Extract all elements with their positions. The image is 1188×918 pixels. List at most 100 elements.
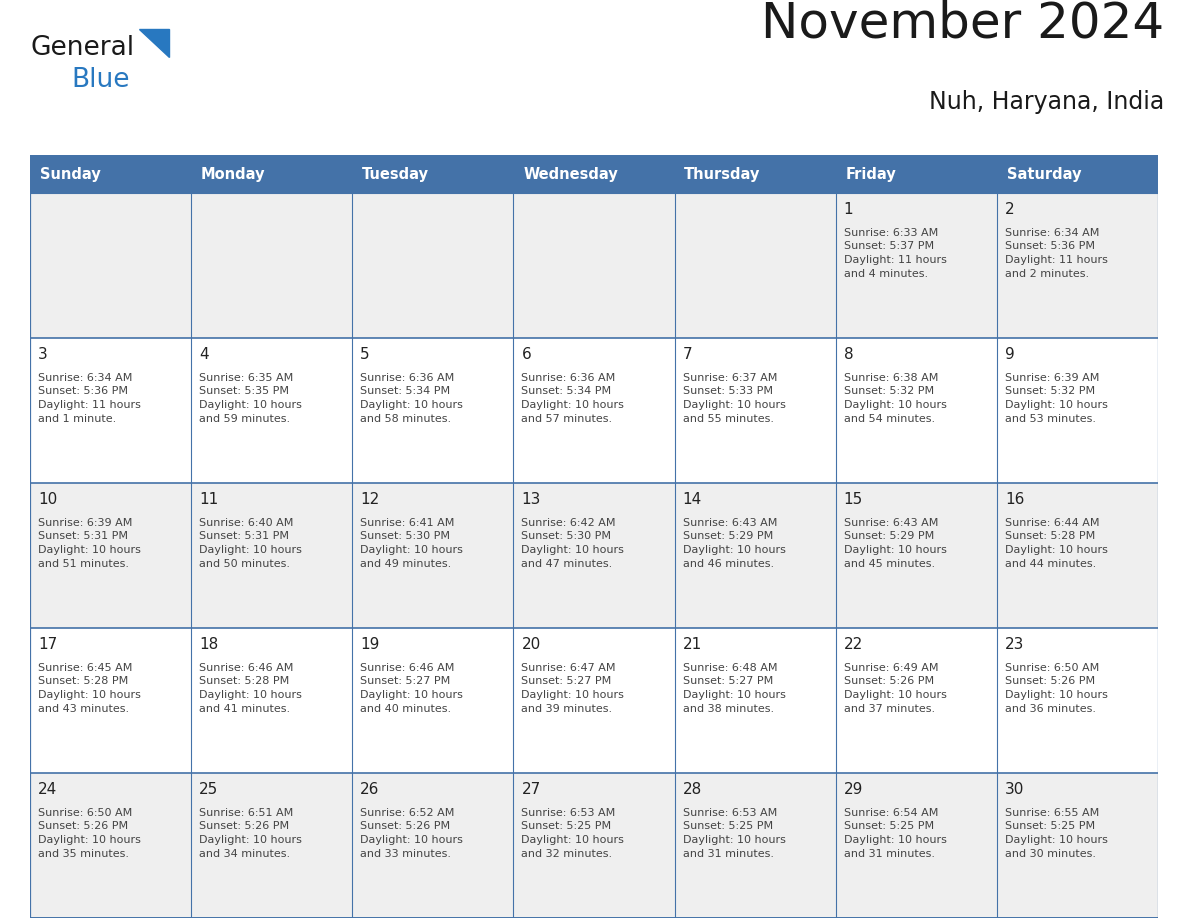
Text: Sunrise: 6:37 AM
Sunset: 5:33 PM
Daylight: 10 hours
and 55 minutes.: Sunrise: 6:37 AM Sunset: 5:33 PM Dayligh… (683, 373, 785, 423)
Bar (997, 773, 1158, 918)
Text: 3: 3 (38, 347, 48, 362)
Text: Sunrise: 6:54 AM
Sunset: 5:25 PM
Daylight: 10 hours
and 31 minutes.: Sunrise: 6:54 AM Sunset: 5:25 PM Dayligh… (843, 808, 947, 858)
Text: Wednesday: Wednesday (523, 166, 618, 182)
Text: 1: 1 (843, 202, 853, 217)
Bar (513, 155, 675, 193)
Bar (191, 773, 353, 918)
Text: Sunrise: 6:35 AM
Sunset: 5:35 PM
Daylight: 10 hours
and 59 minutes.: Sunrise: 6:35 AM Sunset: 5:35 PM Dayligh… (200, 373, 302, 423)
Text: 20: 20 (522, 637, 541, 652)
Text: 26: 26 (360, 782, 380, 797)
Text: Nuh, Haryana, India: Nuh, Haryana, India (929, 90, 1164, 114)
Text: Sunrise: 6:34 AM
Sunset: 5:36 PM
Daylight: 11 hours
and 1 minute.: Sunrise: 6:34 AM Sunset: 5:36 PM Dayligh… (38, 373, 141, 423)
Text: Sunrise: 6:50 AM
Sunset: 5:26 PM
Daylight: 10 hours
and 35 minutes.: Sunrise: 6:50 AM Sunset: 5:26 PM Dayligh… (38, 808, 141, 858)
Text: 25: 25 (200, 782, 219, 797)
Text: Sunrise: 6:42 AM
Sunset: 5:30 PM
Daylight: 10 hours
and 47 minutes.: Sunrise: 6:42 AM Sunset: 5:30 PM Dayligh… (522, 518, 625, 568)
Text: 4: 4 (200, 347, 209, 362)
Text: 21: 21 (683, 637, 702, 652)
Text: Sunrise: 6:39 AM
Sunset: 5:31 PM
Daylight: 10 hours
and 51 minutes.: Sunrise: 6:39 AM Sunset: 5:31 PM Dayligh… (38, 518, 141, 568)
Text: Thursday: Thursday (684, 166, 760, 182)
Text: Sunrise: 6:43 AM
Sunset: 5:29 PM
Daylight: 10 hours
and 45 minutes.: Sunrise: 6:43 AM Sunset: 5:29 PM Dayligh… (843, 518, 947, 568)
Bar (675, 483, 835, 628)
Bar (997, 483, 1158, 628)
Text: Sunrise: 6:36 AM
Sunset: 5:34 PM
Daylight: 10 hours
and 58 minutes.: Sunrise: 6:36 AM Sunset: 5:34 PM Dayligh… (360, 373, 463, 423)
Text: 16: 16 (1005, 492, 1024, 507)
Text: Sunrise: 6:46 AM
Sunset: 5:27 PM
Daylight: 10 hours
and 40 minutes.: Sunrise: 6:46 AM Sunset: 5:27 PM Dayligh… (360, 663, 463, 713)
Bar (353, 193, 513, 338)
Bar (835, 628, 997, 773)
Bar (675, 773, 835, 918)
Text: 30: 30 (1005, 782, 1024, 797)
Text: 23: 23 (1005, 637, 1024, 652)
Text: 14: 14 (683, 492, 702, 507)
Text: Sunrise: 6:38 AM
Sunset: 5:32 PM
Daylight: 10 hours
and 54 minutes.: Sunrise: 6:38 AM Sunset: 5:32 PM Dayligh… (843, 373, 947, 423)
Bar (513, 773, 675, 918)
Bar (835, 193, 997, 338)
Text: 6: 6 (522, 347, 531, 362)
Text: 9: 9 (1005, 347, 1015, 362)
Text: 22: 22 (843, 637, 862, 652)
Bar (997, 193, 1158, 338)
Bar (353, 338, 513, 483)
Text: Sunrise: 6:36 AM
Sunset: 5:34 PM
Daylight: 10 hours
and 57 minutes.: Sunrise: 6:36 AM Sunset: 5:34 PM Dayligh… (522, 373, 625, 423)
Text: Sunrise: 6:50 AM
Sunset: 5:26 PM
Daylight: 10 hours
and 36 minutes.: Sunrise: 6:50 AM Sunset: 5:26 PM Dayligh… (1005, 663, 1107, 713)
Text: 2: 2 (1005, 202, 1015, 217)
Text: 29: 29 (843, 782, 864, 797)
Text: 5: 5 (360, 347, 369, 362)
Bar (513, 193, 675, 338)
Polygon shape (139, 29, 169, 57)
Text: Sunrise: 6:49 AM
Sunset: 5:26 PM
Daylight: 10 hours
and 37 minutes.: Sunrise: 6:49 AM Sunset: 5:26 PM Dayligh… (843, 663, 947, 713)
Text: Sunrise: 6:39 AM
Sunset: 5:32 PM
Daylight: 10 hours
and 53 minutes.: Sunrise: 6:39 AM Sunset: 5:32 PM Dayligh… (1005, 373, 1107, 423)
Bar (30, 773, 191, 918)
Text: Sunday: Sunday (39, 166, 101, 182)
Text: Sunrise: 6:46 AM
Sunset: 5:28 PM
Daylight: 10 hours
and 41 minutes.: Sunrise: 6:46 AM Sunset: 5:28 PM Dayligh… (200, 663, 302, 713)
Text: Blue: Blue (71, 67, 129, 93)
Bar (30, 155, 191, 193)
Text: 27: 27 (522, 782, 541, 797)
Bar (30, 193, 191, 338)
Text: Sunrise: 6:47 AM
Sunset: 5:27 PM
Daylight: 10 hours
and 39 minutes.: Sunrise: 6:47 AM Sunset: 5:27 PM Dayligh… (522, 663, 625, 713)
Bar (997, 338, 1158, 483)
Text: Tuesday: Tuesday (362, 166, 429, 182)
Text: Sunrise: 6:55 AM
Sunset: 5:25 PM
Daylight: 10 hours
and 30 minutes.: Sunrise: 6:55 AM Sunset: 5:25 PM Dayligh… (1005, 808, 1107, 858)
Text: 11: 11 (200, 492, 219, 507)
Bar (675, 193, 835, 338)
Bar (353, 628, 513, 773)
Text: 13: 13 (522, 492, 541, 507)
Bar (835, 338, 997, 483)
Bar (675, 628, 835, 773)
Text: 28: 28 (683, 782, 702, 797)
Text: Sunrise: 6:53 AM
Sunset: 5:25 PM
Daylight: 10 hours
and 31 minutes.: Sunrise: 6:53 AM Sunset: 5:25 PM Dayligh… (683, 808, 785, 858)
Text: Sunrise: 6:48 AM
Sunset: 5:27 PM
Daylight: 10 hours
and 38 minutes.: Sunrise: 6:48 AM Sunset: 5:27 PM Dayligh… (683, 663, 785, 713)
Bar (30, 338, 191, 483)
Text: Sunrise: 6:43 AM
Sunset: 5:29 PM
Daylight: 10 hours
and 46 minutes.: Sunrise: 6:43 AM Sunset: 5:29 PM Dayligh… (683, 518, 785, 568)
Bar (513, 483, 675, 628)
Bar (191, 628, 353, 773)
Bar (513, 628, 675, 773)
Bar (353, 483, 513, 628)
Bar (191, 155, 353, 193)
Bar (675, 155, 835, 193)
Text: 7: 7 (683, 347, 693, 362)
Text: 8: 8 (843, 347, 853, 362)
Bar (353, 773, 513, 918)
Text: November 2024: November 2024 (762, 0, 1164, 48)
Bar (835, 773, 997, 918)
Text: Sunrise: 6:41 AM
Sunset: 5:30 PM
Daylight: 10 hours
and 49 minutes.: Sunrise: 6:41 AM Sunset: 5:30 PM Dayligh… (360, 518, 463, 568)
Bar (675, 338, 835, 483)
Text: General: General (30, 35, 134, 61)
Text: Sunrise: 6:45 AM
Sunset: 5:28 PM
Daylight: 10 hours
and 43 minutes.: Sunrise: 6:45 AM Sunset: 5:28 PM Dayligh… (38, 663, 141, 713)
Text: Sunrise: 6:40 AM
Sunset: 5:31 PM
Daylight: 10 hours
and 50 minutes.: Sunrise: 6:40 AM Sunset: 5:31 PM Dayligh… (200, 518, 302, 568)
Text: 12: 12 (360, 492, 380, 507)
Bar (835, 155, 997, 193)
Text: Sunrise: 6:52 AM
Sunset: 5:26 PM
Daylight: 10 hours
and 33 minutes.: Sunrise: 6:52 AM Sunset: 5:26 PM Dayligh… (360, 808, 463, 858)
Bar (30, 483, 191, 628)
Bar (997, 155, 1158, 193)
Text: Sunrise: 6:34 AM
Sunset: 5:36 PM
Daylight: 11 hours
and 2 minutes.: Sunrise: 6:34 AM Sunset: 5:36 PM Dayligh… (1005, 228, 1107, 278)
Text: Sunrise: 6:33 AM
Sunset: 5:37 PM
Daylight: 11 hours
and 4 minutes.: Sunrise: 6:33 AM Sunset: 5:37 PM Dayligh… (843, 228, 947, 278)
Text: Sunrise: 6:53 AM
Sunset: 5:25 PM
Daylight: 10 hours
and 32 minutes.: Sunrise: 6:53 AM Sunset: 5:25 PM Dayligh… (522, 808, 625, 858)
Bar (191, 193, 353, 338)
Text: 15: 15 (843, 492, 862, 507)
Bar (30, 628, 191, 773)
Text: 19: 19 (360, 637, 380, 652)
Bar (353, 155, 513, 193)
